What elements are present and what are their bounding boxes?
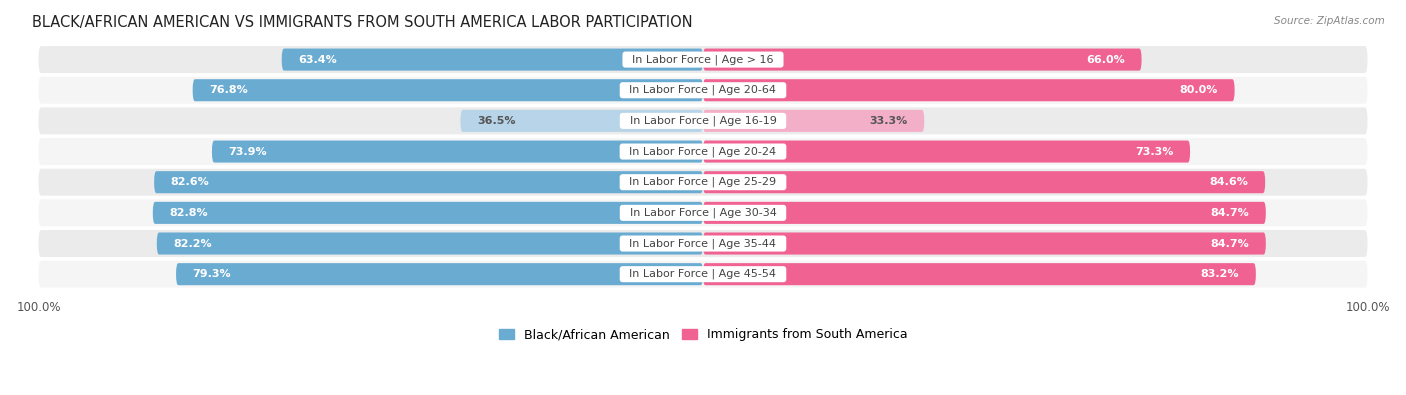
FancyBboxPatch shape xyxy=(703,233,1265,254)
FancyBboxPatch shape xyxy=(38,261,1368,288)
Text: In Labor Force | Age > 16: In Labor Force | Age > 16 xyxy=(626,55,780,65)
Text: In Labor Force | Age 30-34: In Labor Force | Age 30-34 xyxy=(623,208,783,218)
Text: In Labor Force | Age 35-44: In Labor Force | Age 35-44 xyxy=(623,238,783,249)
Text: In Labor Force | Age 25-29: In Labor Force | Age 25-29 xyxy=(623,177,783,188)
Text: 84.7%: 84.7% xyxy=(1211,208,1249,218)
Legend: Black/African American, Immigrants from South America: Black/African American, Immigrants from … xyxy=(494,323,912,346)
Text: BLACK/AFRICAN AMERICAN VS IMMIGRANTS FROM SOUTH AMERICA LABOR PARTICIPATION: BLACK/AFRICAN AMERICAN VS IMMIGRANTS FRO… xyxy=(32,15,693,30)
FancyBboxPatch shape xyxy=(460,110,703,132)
Text: 76.8%: 76.8% xyxy=(209,85,247,95)
FancyBboxPatch shape xyxy=(38,199,1368,226)
Text: 79.3%: 79.3% xyxy=(193,269,232,279)
FancyBboxPatch shape xyxy=(703,263,1256,285)
FancyBboxPatch shape xyxy=(703,202,1265,224)
FancyBboxPatch shape xyxy=(38,46,1368,73)
FancyBboxPatch shape xyxy=(703,49,1142,71)
FancyBboxPatch shape xyxy=(176,263,703,285)
Text: 33.3%: 33.3% xyxy=(869,116,908,126)
FancyBboxPatch shape xyxy=(703,171,1265,193)
Text: 82.6%: 82.6% xyxy=(170,177,209,187)
FancyBboxPatch shape xyxy=(703,110,924,132)
Text: In Labor Force | Age 20-24: In Labor Force | Age 20-24 xyxy=(623,146,783,157)
Text: In Labor Force | Age 16-19: In Labor Force | Age 16-19 xyxy=(623,116,783,126)
FancyBboxPatch shape xyxy=(153,202,703,224)
FancyBboxPatch shape xyxy=(703,141,1189,163)
Text: In Labor Force | Age 45-54: In Labor Force | Age 45-54 xyxy=(623,269,783,279)
Text: 84.7%: 84.7% xyxy=(1211,239,1249,248)
FancyBboxPatch shape xyxy=(38,107,1368,134)
FancyBboxPatch shape xyxy=(38,138,1368,165)
FancyBboxPatch shape xyxy=(281,49,703,71)
Text: 73.9%: 73.9% xyxy=(229,147,267,156)
Text: 73.3%: 73.3% xyxy=(1135,147,1174,156)
FancyBboxPatch shape xyxy=(38,230,1368,257)
FancyBboxPatch shape xyxy=(157,233,703,254)
FancyBboxPatch shape xyxy=(38,77,1368,104)
Text: 82.8%: 82.8% xyxy=(169,208,208,218)
FancyBboxPatch shape xyxy=(38,169,1368,196)
Text: Source: ZipAtlas.com: Source: ZipAtlas.com xyxy=(1274,16,1385,26)
Text: 83.2%: 83.2% xyxy=(1201,269,1239,279)
Text: 80.0%: 80.0% xyxy=(1180,85,1218,95)
Text: 84.6%: 84.6% xyxy=(1209,177,1249,187)
FancyBboxPatch shape xyxy=(155,171,703,193)
Text: 36.5%: 36.5% xyxy=(477,116,516,126)
FancyBboxPatch shape xyxy=(193,79,703,101)
FancyBboxPatch shape xyxy=(212,141,703,163)
Text: 63.4%: 63.4% xyxy=(298,55,337,64)
Text: In Labor Force | Age 20-64: In Labor Force | Age 20-64 xyxy=(623,85,783,96)
Text: 82.2%: 82.2% xyxy=(173,239,212,248)
Text: 66.0%: 66.0% xyxy=(1087,55,1125,64)
FancyBboxPatch shape xyxy=(703,79,1234,101)
